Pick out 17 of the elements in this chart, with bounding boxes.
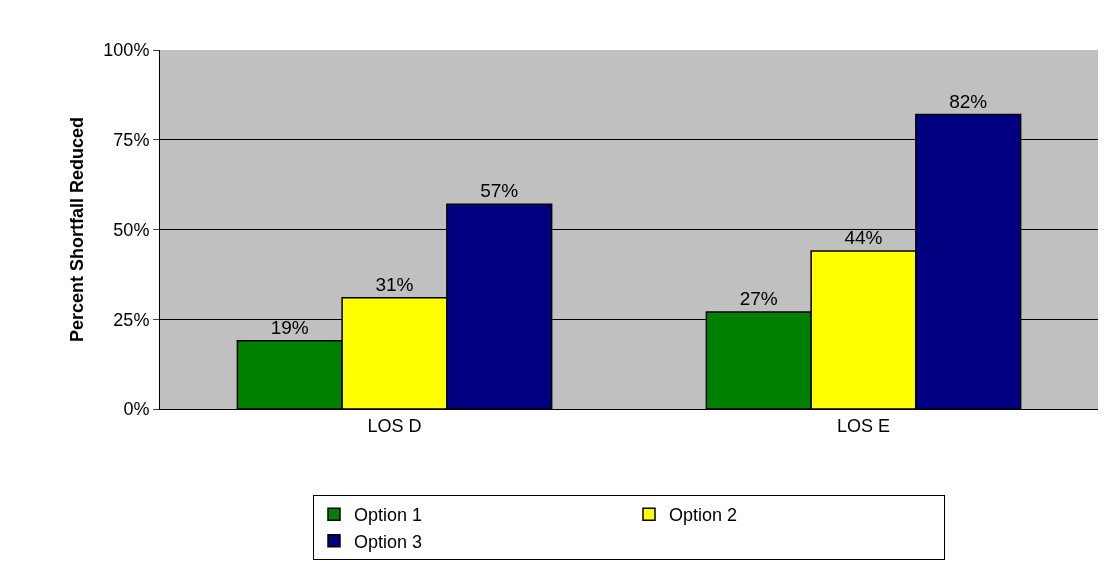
y-tick-label: 25% xyxy=(113,309,150,330)
data-label: 19% xyxy=(270,316,309,338)
data-label: 31% xyxy=(375,273,414,295)
x-tick-label: LOS D xyxy=(367,415,422,436)
y-tick-label: 75% xyxy=(113,130,150,151)
y-axis-title: Percent Shortfall Reduced xyxy=(66,116,87,343)
data-label: 27% xyxy=(739,288,778,310)
legend-label: Option 2 xyxy=(669,505,738,526)
legend-label: Option 3 xyxy=(354,531,423,552)
data-label: 44% xyxy=(844,227,883,249)
y-tick-label: 50% xyxy=(113,219,150,240)
data-label: 57% xyxy=(480,180,519,202)
x-tick-label: LOS E xyxy=(836,415,891,436)
y-tick-label: 0% xyxy=(123,399,150,420)
data-label: 82% xyxy=(949,90,988,112)
legend-label: Option 1 xyxy=(354,505,423,526)
y-tick-label: 100% xyxy=(103,40,150,61)
